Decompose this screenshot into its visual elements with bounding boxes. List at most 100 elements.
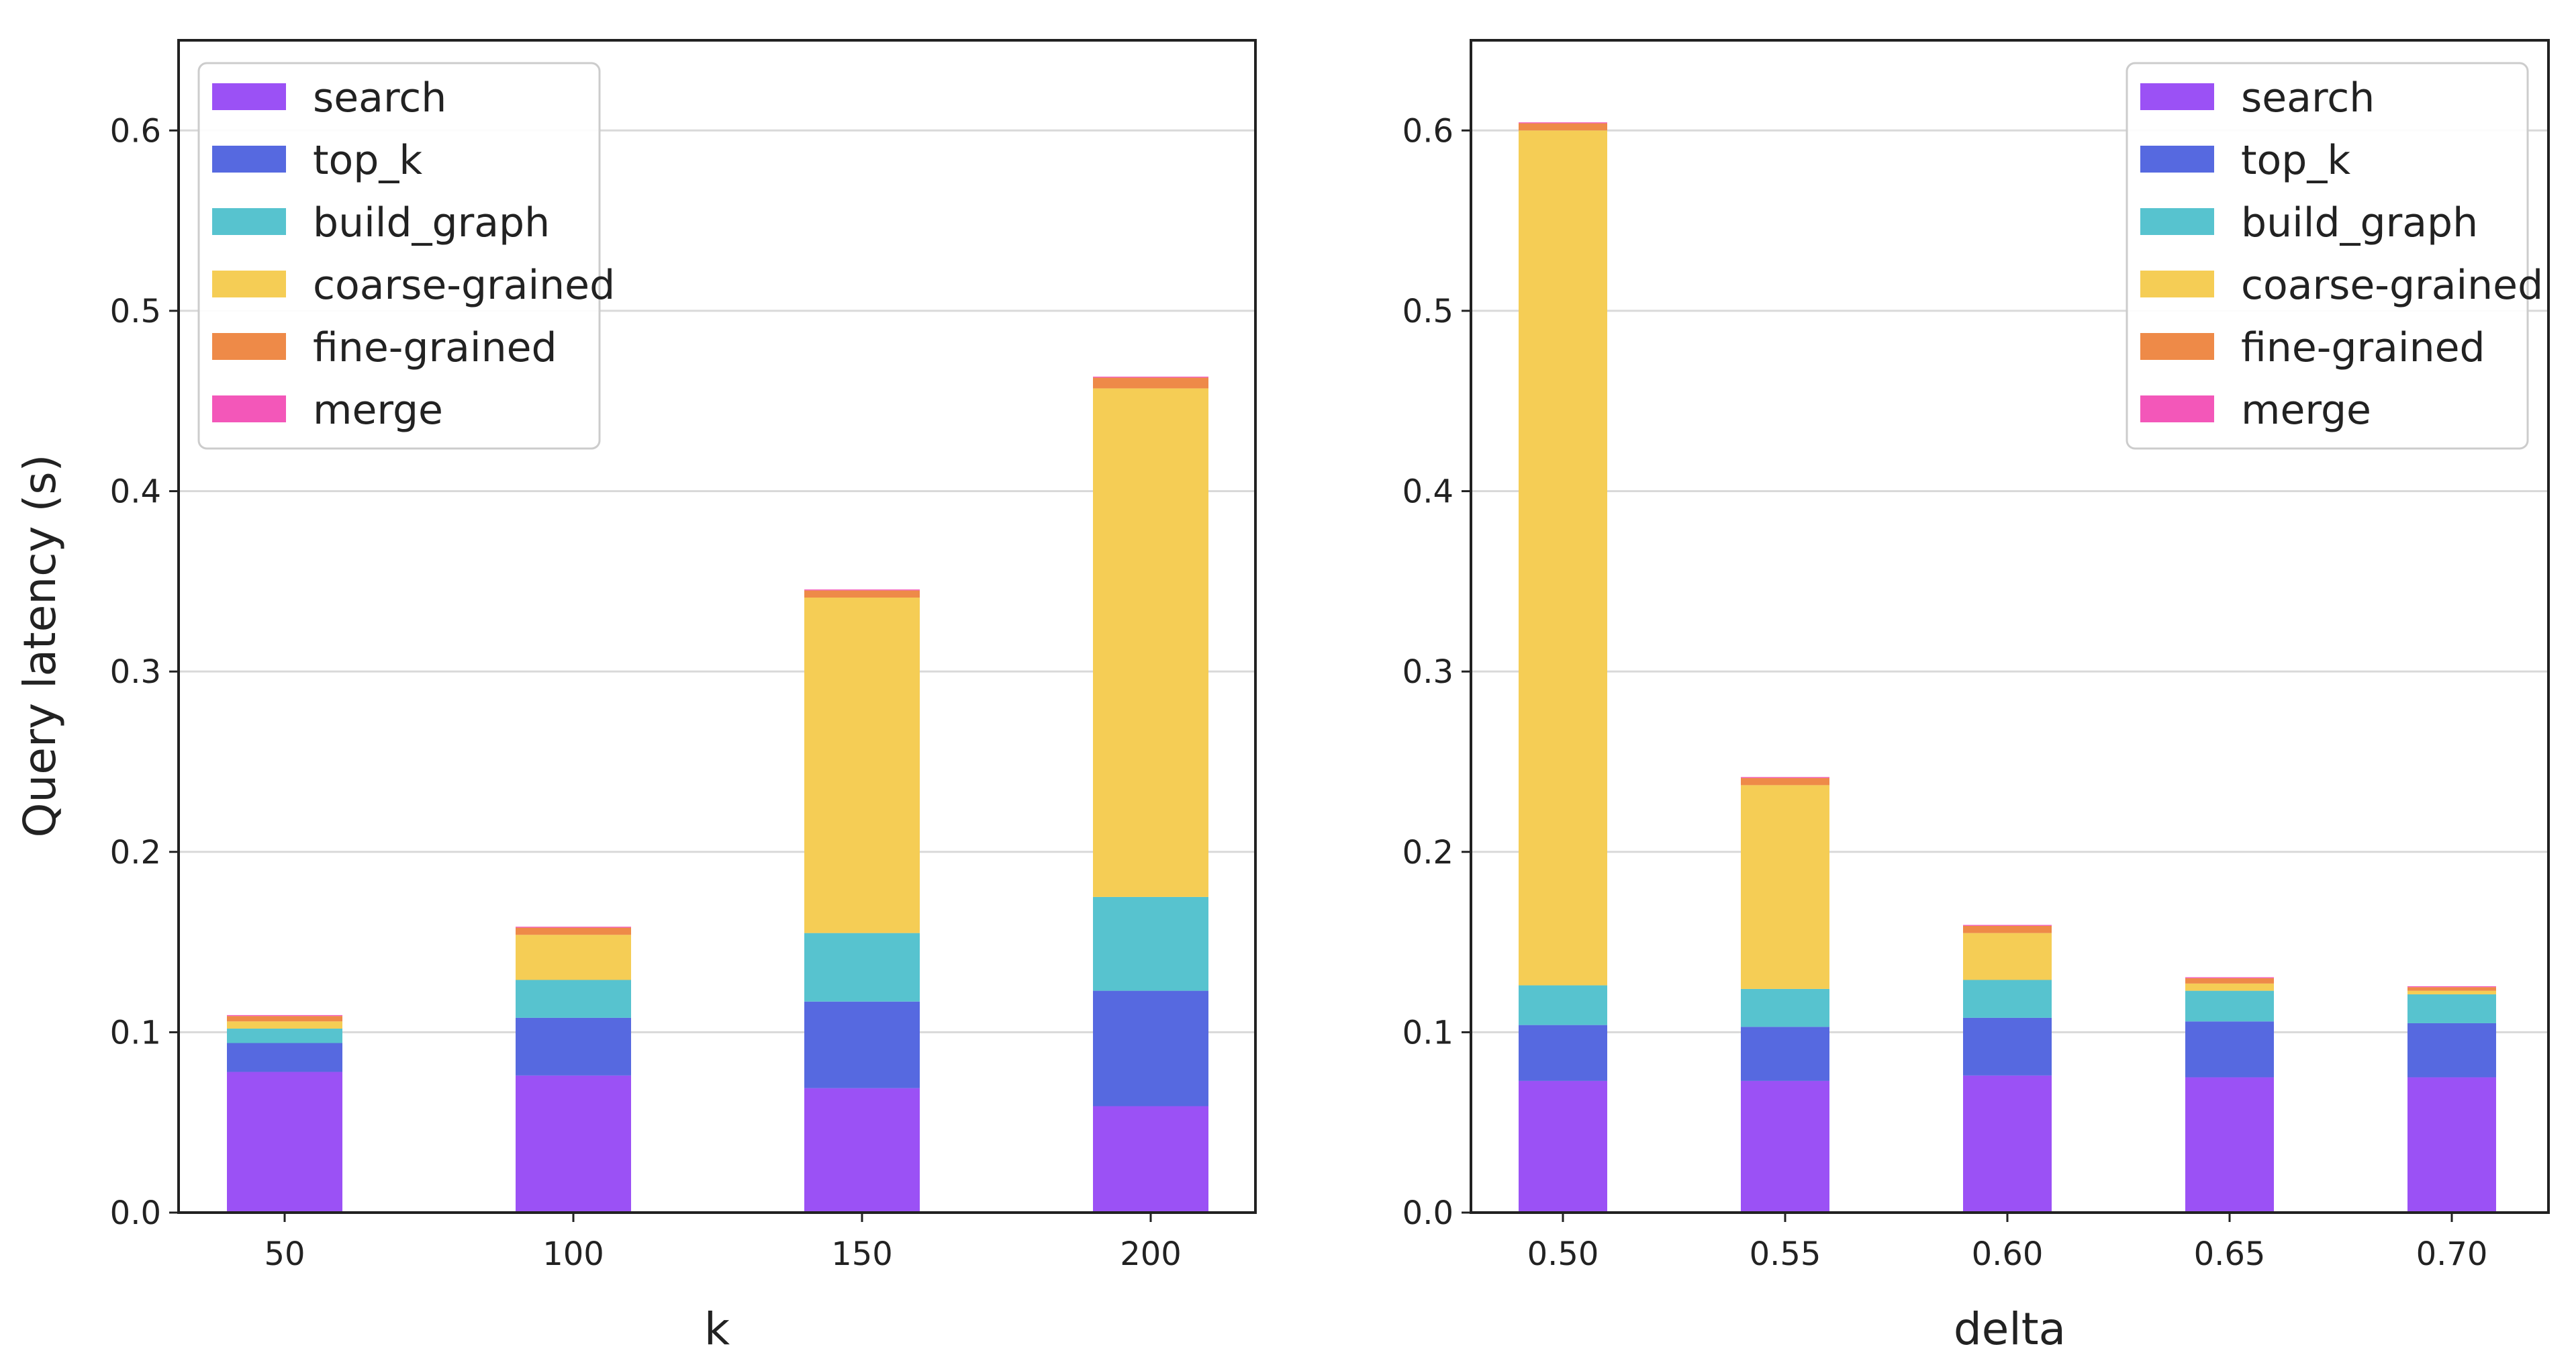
x-tick-label: 150 [831, 1235, 893, 1273]
bar-coarse-grained-0-55 [1741, 785, 1829, 989]
bar-fine-grained-0-60 [1963, 925, 2052, 933]
y-tick-label: 0.1 [110, 1014, 161, 1051]
x-tick-label: 0.50 [1527, 1235, 1599, 1273]
legend-swatch-search [212, 83, 286, 110]
bar-search-200 [1093, 1106, 1208, 1213]
bar-merge-0-70 [2407, 986, 2496, 988]
bar-merge-0-65 [2185, 977, 2274, 978]
legend-swatch-merge [2140, 395, 2214, 422]
legend-label-build-graph: build_graph [2241, 199, 2478, 246]
bar-merge-0-60 [1963, 925, 2052, 926]
y-tick-label: 0.3 [1402, 653, 1453, 691]
x-axis-label: k [704, 1303, 730, 1355]
y-tick-label: 0.0 [1402, 1194, 1453, 1232]
bar-search-0-65 [2185, 1077, 2274, 1213]
bar-search-0-60 [1963, 1075, 2052, 1213]
y-tick-label: 0.5 [110, 293, 161, 330]
bar-search-50 [227, 1072, 342, 1213]
y-tick-label: 0.1 [1402, 1014, 1453, 1051]
bar-top-k-0-65 [2185, 1021, 2274, 1078]
bar-coarse-grained-0-60 [1963, 933, 2052, 980]
legend-label-search: search [313, 75, 446, 122]
legend-swatch-top-k [2140, 146, 2214, 173]
legend-box [197, 62, 601, 450]
legend-label-fine-grained: fine-grained [313, 324, 557, 371]
bar-coarse-grained-0-50 [1519, 130, 1607, 986]
bar-merge-0-55 [1741, 777, 1829, 778]
y-tick-label: 0.4 [110, 473, 161, 511]
legend: search top_k build_graph coarse-grained fine… [2126, 62, 2543, 450]
legend-swatch-top-k [212, 146, 286, 173]
bar-coarse-grained-0-65 [2185, 983, 2274, 991]
legend-swatch-coarse-grained [212, 271, 286, 297]
legend-label-fine-grained: fine-grained [2241, 324, 2485, 371]
legend-swatch-build-graph [2140, 208, 2214, 235]
legend-swatch-build-graph [212, 208, 286, 235]
bar-search-150 [804, 1088, 920, 1213]
legend-swatch-search [2140, 83, 2214, 110]
y-tick-label: 0.4 [1402, 473, 1453, 511]
legend-swatch-merge [212, 395, 286, 422]
bar-merge-50 [227, 1015, 342, 1017]
axes-frame [177, 39, 1257, 1214]
bar-coarse-grained-50 [227, 1021, 342, 1029]
bar-build-graph-50 [227, 1029, 342, 1043]
legend-label-top-k: top_k [2241, 137, 2350, 184]
chart-panel-k: 0.0 0.1 0.2 0.3 0.4 0.5 0.6 50 100 150 200 k search t… [110, 39, 1257, 1355]
bar-build-graph-200 [1093, 896, 1208, 991]
bar-fine-grained-0-55 [1741, 778, 1829, 786]
bar-top-k-100 [516, 1017, 631, 1076]
legend-box [2126, 62, 2529, 450]
x-tick-label: 0.60 [1972, 1235, 2044, 1273]
y-tick-label: 0.3 [110, 653, 161, 691]
bar-fine-grained-0-70 [2407, 987, 2496, 991]
bar-build-graph-0-65 [2185, 990, 2274, 1022]
axes-frame [1470, 39, 2550, 1214]
legend-label-coarse-grained: coarse-grained [313, 262, 615, 309]
y-tick-label: 0.6 [110, 112, 161, 150]
x-tick-label: 0.55 [1750, 1235, 1821, 1273]
legend-swatch-coarse-grained [2140, 271, 2214, 297]
bar-coarse-grained-200 [1093, 388, 1208, 897]
x-tick-label: 0.65 [2194, 1235, 2266, 1273]
bar-build-graph-0-55 [1741, 988, 1829, 1027]
bar-coarse-grained-0-70 [2407, 990, 2496, 994]
y-tick-label: 0.0 [110, 1194, 161, 1232]
bar-build-graph-0-50 [1519, 985, 1607, 1025]
bar-top-k-0-55 [1741, 1027, 1829, 1081]
x-axis-label: delta [1954, 1303, 2066, 1355]
bar-search-0-70 [2407, 1077, 2496, 1213]
x-tick-label: 100 [542, 1235, 604, 1273]
bar-top-k-50 [227, 1043, 342, 1072]
bar-merge-0-50 [1519, 122, 1607, 124]
legend-label-merge: merge [2241, 387, 2371, 434]
bar-coarse-grained-100 [516, 935, 631, 980]
bar-build-graph-150 [804, 933, 920, 1002]
bar-top-k-0-50 [1519, 1025, 1607, 1081]
y-tick-label: 0.6 [1402, 112, 1453, 150]
bar-search-0-55 [1741, 1080, 1829, 1213]
bar-fine-grained-0-50 [1519, 123, 1607, 131]
bar-top-k-0-70 [2407, 1023, 2496, 1078]
legend-label-merge: merge [313, 387, 443, 434]
legend: search top_k build_graph coarse-grained fine… [197, 62, 615, 450]
x-tick-label: 0.70 [2416, 1235, 2488, 1273]
x-tick-label: 50 [264, 1235, 305, 1273]
bar-coarse-grained-150 [804, 598, 920, 933]
y-axis-label: Query latency (s) [14, 455, 66, 838]
legend-label-coarse-grained: coarse-grained [2241, 262, 2543, 309]
bar-top-k-200 [1093, 990, 1208, 1107]
bar-fine-grained-0-65 [2185, 978, 2274, 984]
legend-label-top-k: top_k [313, 137, 422, 184]
bar-top-k-150 [804, 1001, 920, 1088]
bar-build-graph-100 [516, 980, 631, 1018]
bar-fine-grained-50 [227, 1016, 342, 1022]
y-tick-label: 0.2 [110, 834, 161, 872]
bar-build-graph-0-70 [2407, 994, 2496, 1023]
bar-fine-grained-150 [804, 590, 920, 598]
chart-panel-delta: 0.0 0.1 0.2 0.3 0.4 0.5 0.6 0.50 0.55 0.60 0.65 0.7… [1402, 39, 2550, 1355]
bar-build-graph-0-60 [1963, 980, 2052, 1018]
bar-fine-grained-200 [1093, 377, 1208, 389]
bar-fine-grained-100 [516, 927, 631, 935]
